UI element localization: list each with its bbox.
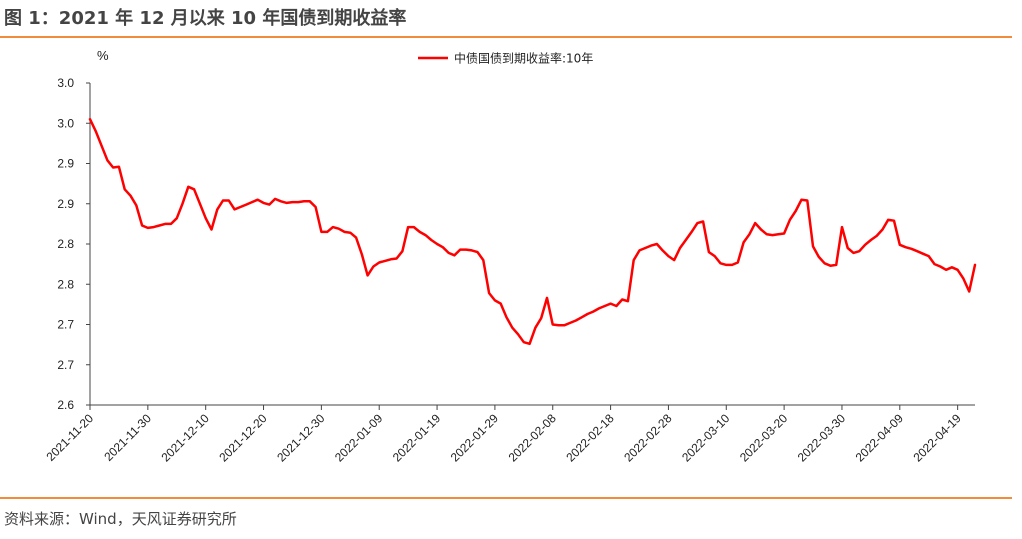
y-tick-label: 2.7 xyxy=(57,358,74,372)
x-tick-label: 2022-03-10 xyxy=(679,411,733,465)
x-tick-label: 2021-12-30 xyxy=(274,411,328,465)
x-tick-label: 2021-11-20 xyxy=(43,411,96,464)
x-tick-label: 2022-03-20 xyxy=(737,411,791,465)
y-tick-label: 2.9 xyxy=(57,157,74,171)
y-tick-label: 2.8 xyxy=(57,237,74,251)
x-tick-label: 2022-02-18 xyxy=(563,411,617,465)
x-tick-label: 2021-12-20 xyxy=(216,411,270,465)
x-tick-label: 2022-01-29 xyxy=(448,411,502,465)
yield-line-chart: 2.62.72.72.82.82.92.93.03.0 2021-11-20 20… xyxy=(43,48,977,465)
y-unit-label: % xyxy=(97,48,109,63)
y-tick-label: 2.8 xyxy=(57,277,74,291)
y-ticks: 2.6 2.7 2.7 2.8 2.8 2.9 2.9 3.0 3.0 xyxy=(57,76,90,412)
top-divider xyxy=(0,36,1012,38)
x-tick-label: 2021-11-30 xyxy=(101,411,154,464)
x-tick-label: 2021-12-10 xyxy=(158,411,212,465)
x-tick-label: 2022-01-19 xyxy=(390,411,444,465)
bottom-divider xyxy=(0,497,1012,499)
y-tick-label: 2.9 xyxy=(57,197,74,211)
y-tick-label: 3.0 xyxy=(57,116,74,130)
x-tick-label: 2022-04-19 xyxy=(910,411,964,465)
series-line-10y-yield xyxy=(88,117,977,346)
plot-area: 2.62.72.72.82.82.92.93.03.0 2021-11-20 20… xyxy=(43,48,977,465)
y-tick-label: 3.0 xyxy=(57,76,74,90)
y-tick-label: 2.6 xyxy=(57,398,74,412)
x-tick-label: 2022-04-09 xyxy=(853,411,907,465)
x-tick-label: 2022-03-30 xyxy=(795,411,849,465)
x-tick-label: 2022-02-28 xyxy=(621,411,675,465)
legend-label: 中债国债到期收益率:10年 xyxy=(454,51,593,66)
figure-title: 图 1：2021 年 12 月以来 10 年国债到期收益率 xyxy=(4,8,407,29)
y-tick-label: 2.7 xyxy=(57,318,74,332)
x-tick-label: 2022-02-08 xyxy=(506,411,560,465)
source-note: 资料来源：Wind，天风证券研究所 xyxy=(4,510,237,528)
x-tick-label: 2022-01-09 xyxy=(332,411,386,465)
x-ticks: 2021-11-20 2021-11-30 2021-12-10 2021-12-20… xyxy=(43,405,964,465)
legend: 中债国债到期收益率:10年 xyxy=(418,51,593,66)
